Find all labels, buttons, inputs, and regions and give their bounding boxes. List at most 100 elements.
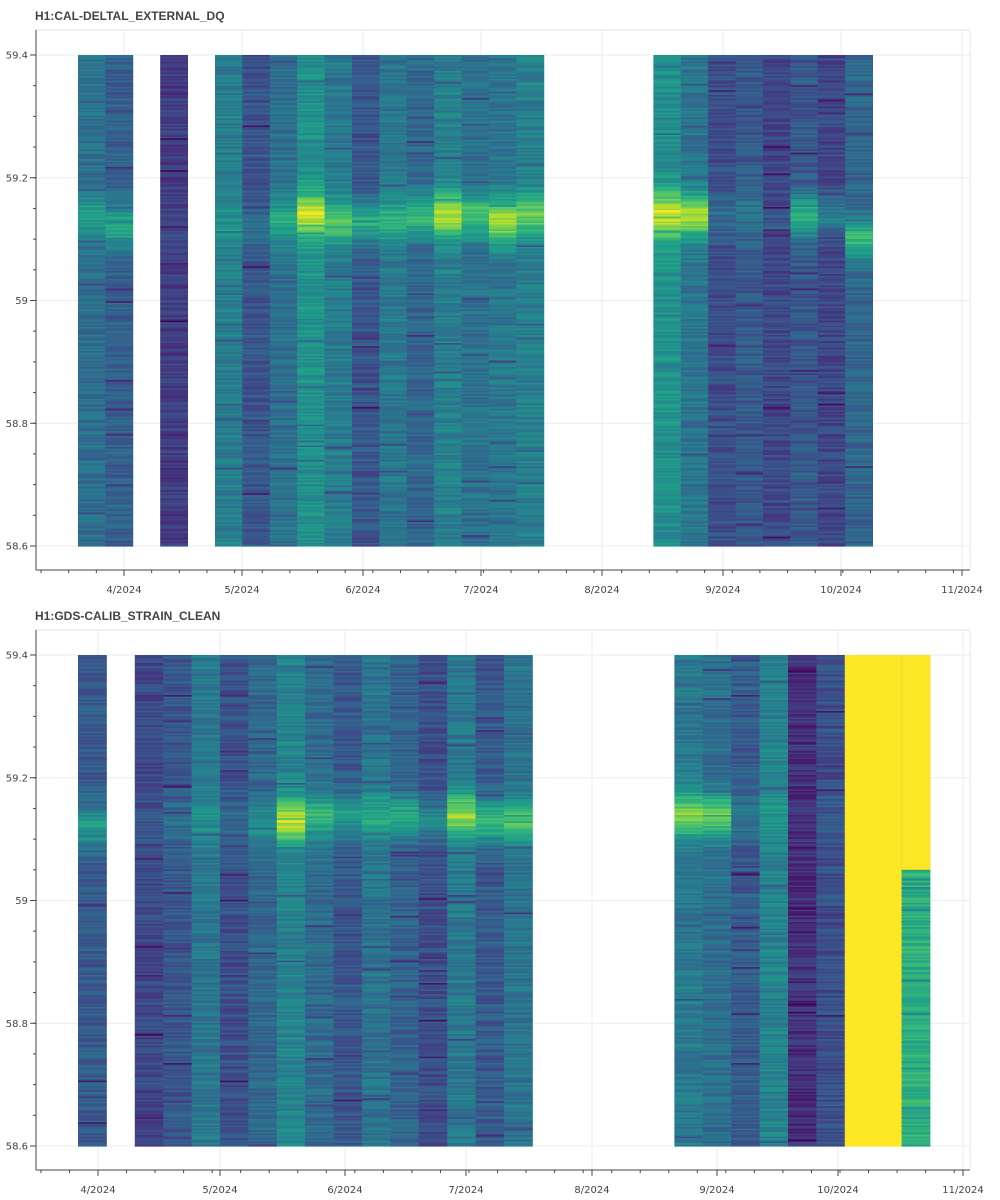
heatmap-cell: [379, 451, 408, 454]
heatmap-cell: [215, 299, 243, 302]
heatmap-cell: [406, 93, 435, 96]
heatmap-cell: [324, 279, 353, 281]
heatmap-cell: [680, 77, 709, 80]
heatmap-cell: [215, 501, 243, 504]
heatmap-cell: [242, 423, 271, 425]
heatmap-cell: [653, 451, 682, 454]
heatmap-cell: [105, 125, 134, 128]
heatmap-cell: [105, 253, 134, 256]
heatmap-cell: [434, 394, 462, 397]
heatmap-cell: [516, 328, 545, 331]
heatmap-cell: [516, 535, 545, 537]
heatmap-cell: [215, 82, 243, 85]
heatmap-cell: [269, 530, 298, 533]
heatmap-cell: [105, 311, 134, 313]
heatmap-cell: [215, 375, 243, 377]
heatmap-cell: [516, 69, 545, 72]
heatmap-cell: [653, 351, 682, 353]
heatmap-cell: [434, 405, 462, 408]
heatmap-cell: [269, 154, 298, 157]
heatmap-cell: [516, 215, 545, 217]
heatmap-cell: [215, 496, 243, 499]
heatmap-cell: [105, 343, 134, 345]
heatmap-cell: [242, 495, 271, 497]
heatmap-cell: [269, 125, 298, 128]
heatmap-cell: [406, 365, 435, 368]
heatmap-cell: [352, 280, 380, 283]
heatmap-cell: [242, 336, 271, 339]
heatmap-cell: [78, 506, 106, 509]
heatmap-cell: [242, 151, 271, 153]
heatmap-cell: [406, 490, 435, 493]
heatmap-cell: [297, 338, 325, 341]
heatmap-cell: [269, 296, 298, 299]
heatmap-cell: [78, 263, 106, 265]
heatmap-cell: [105, 272, 134, 275]
heatmap-cell: [297, 162, 325, 165]
heatmap-cell: [242, 77, 271, 80]
heatmap-cell: [379, 544, 408, 547]
heatmap-cell: [461, 133, 490, 136]
heatmap-cell: [653, 271, 682, 273]
heatmap-cell: [324, 519, 353, 521]
heatmap-cell: [516, 195, 545, 198]
heatmap-cell: [461, 205, 490, 208]
heatmap-cell: [489, 469, 517, 472]
heatmap-cell: [242, 439, 271, 441]
heatmap-cell: [324, 506, 353, 509]
heatmap-cell: [78, 379, 106, 382]
heatmap-cell: [105, 431, 134, 433]
heatmap-cell: [324, 269, 353, 272]
heatmap-cell: [160, 221, 188, 224]
heatmap-cell: [406, 458, 435, 461]
heatmap-cell: [78, 483, 106, 486]
heatmap-cell: [160, 120, 188, 123]
heatmap-cell: [160, 229, 188, 232]
heatmap-cell: [379, 160, 408, 163]
heatmap-cell: [105, 55, 134, 57]
heatmap-cell: [297, 272, 325, 275]
heatmap-cell: [516, 403, 545, 406]
heatmap-cell: [297, 95, 325, 97]
heatmap-cell: [379, 290, 408, 293]
heatmap-cell: [406, 303, 435, 305]
heatmap-cell: [516, 456, 545, 459]
heatmap-cell: [516, 280, 545, 283]
heatmap-cell: [215, 491, 243, 494]
heatmap-cell: [215, 371, 243, 374]
heatmap-cell: [297, 523, 325, 526]
heatmap-cell: [215, 176, 243, 179]
heatmap-cell: [352, 200, 380, 203]
heatmap-cell: [516, 427, 545, 430]
heatmap-cell: [269, 512, 298, 515]
heatmap-cell: [105, 291, 134, 294]
heatmap-cell: [653, 282, 682, 285]
heatmap-cell: [406, 440, 435, 443]
heatmap-cell: [653, 418, 682, 421]
heatmap-cell: [105, 501, 134, 504]
heatmap-cell: [160, 240, 188, 243]
heatmap-cell: [461, 69, 490, 72]
heatmap-cell: [297, 56, 325, 59]
heatmap-cell: [242, 187, 271, 190]
heatmap-cell: [461, 341, 490, 344]
heatmap-cell: [379, 322, 408, 325]
heatmap-cell: [160, 346, 188, 349]
heatmap-cell: [352, 229, 380, 232]
heatmap-cell: [489, 501, 517, 504]
heatmap-cell: [324, 389, 353, 392]
heatmap-cell: [653, 106, 682, 109]
heatmap-cell: [242, 298, 271, 301]
heatmap-cell: [516, 349, 545, 352]
heatmap-cell: [461, 71, 490, 73]
heatmap-cell: [105, 301, 134, 304]
heatmap-cell: [78, 375, 106, 377]
heatmap-cell: [269, 202, 298, 205]
heatmap-cell: [269, 67, 298, 70]
heatmap-cell: [242, 360, 271, 363]
heatmap-cell: [461, 112, 490, 115]
heatmap-cell: [352, 264, 380, 267]
heatmap-cell: [105, 95, 134, 97]
heatmap-cell: [160, 160, 188, 163]
heatmap-cell: [352, 96, 380, 99]
